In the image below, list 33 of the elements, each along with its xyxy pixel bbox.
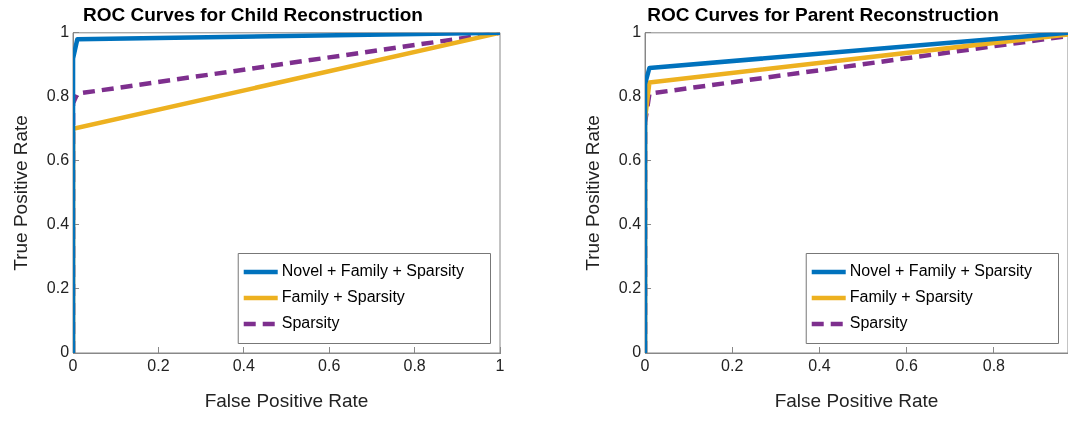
x-tick-label: 0.4 — [808, 357, 831, 375]
x-tick-label: 0.2 — [147, 357, 170, 375]
x-tick-label: 0.8 — [403, 357, 426, 375]
y-tick-label: 0.2 — [618, 279, 642, 297]
y-axis-title: True Positive Rate — [581, 115, 603, 271]
y-tick-label: 1 — [60, 23, 70, 41]
y-tick-label: 0.4 — [46, 215, 70, 233]
x-axis-title: False Positive Rate — [204, 389, 369, 411]
y-tick-label: 1 — [632, 23, 642, 41]
x-tick-label: 0.4 — [232, 357, 256, 375]
chart-title: ROC Curves for Parent Reconstruction — [647, 3, 999, 25]
y-tick-label: 0 — [60, 343, 70, 361]
y-tick-label: 0.4 — [618, 215, 642, 233]
legend-label: Novel + Family + Sparsity — [849, 262, 1032, 280]
y-tick-label: 0.6 — [618, 151, 642, 169]
y-tick-label: 0.8 — [618, 87, 642, 105]
legend-label: Sparsity — [281, 314, 340, 332]
y-tick-label: 0.6 — [46, 151, 70, 169]
legend-label: Novel + Family + Sparsity — [281, 262, 464, 280]
y-axis-title: True Positive Rate — [9, 115, 31, 271]
legend-label: Sparsity — [849, 314, 908, 332]
x-axis-title: False Positive Rate — [774, 389, 939, 411]
y-tick-label: 0.8 — [46, 87, 70, 105]
x-tick-label: 1 — [495, 357, 505, 375]
chart-title: ROC Curves for Child Reconstruction — [83, 3, 423, 25]
legend-label: Family + Sparsity — [849, 288, 973, 306]
x-tick-label: 0.6 — [318, 357, 341, 375]
x-tick-label: 0.2 — [721, 357, 744, 375]
y-tick-label: 0.2 — [46, 279, 70, 297]
y-tick-label: 0 — [632, 343, 642, 361]
legend-label: Family + Sparsity — [281, 288, 405, 306]
x-tick-label: 0.6 — [895, 357, 918, 375]
x-tick-label: 0.8 — [982, 357, 1006, 375]
